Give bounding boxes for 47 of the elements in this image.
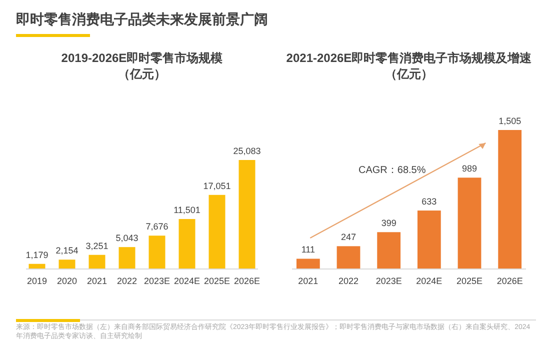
chart-title: 2021-2026E即时零售消费电子市场规模及增速 (286, 51, 533, 65)
chart-title: 2019-2026E即时零售市场规模 (61, 51, 223, 65)
data-label: 11,501 (174, 205, 200, 216)
bar (458, 178, 482, 269)
chart-subtitle: （亿元） (385, 67, 433, 81)
x-tick-label: 2025E (204, 276, 230, 286)
x-tick-label: 2024E (416, 276, 442, 286)
x-tick-label: 2019 (26, 276, 48, 286)
bar (377, 232, 401, 269)
bar (296, 258, 320, 269)
x-tick-label: 2021 (298, 276, 318, 286)
data-label: 399 (381, 218, 396, 228)
bar (88, 254, 106, 269)
data-label: 17,051 (203, 180, 231, 191)
data-label: 1,505 (498, 116, 522, 126)
data-label: 5,043 (116, 233, 138, 244)
data-label: 2,154 (56, 246, 78, 256)
bar (498, 130, 522, 269)
data-label: 7,676 (146, 222, 168, 232)
bar (148, 236, 166, 269)
text: 即时零售消费电子品类未来发展前景广阔 (16, 11, 268, 27)
x-tick-label: 2021 (86, 276, 108, 286)
x-tick-label: 2026E (234, 276, 260, 286)
data-label: 633 (422, 196, 437, 207)
data-label: 3,251 (86, 240, 108, 251)
data-label: 111 (301, 244, 316, 255)
bar (336, 246, 360, 269)
annotation: CAGR：68.5% (358, 165, 426, 176)
data-label: 247 (340, 232, 356, 242)
bar (178, 219, 196, 269)
x-tick-label: 2023E (376, 276, 402, 286)
data-label: 989 (462, 164, 478, 174)
x-tick-label: 2026E (496, 276, 523, 286)
bar (58, 260, 76, 269)
bar (417, 210, 441, 269)
bar (208, 194, 226, 269)
x-tick-label: 2022 (338, 276, 359, 286)
data-label: 25,083 (233, 146, 261, 156)
x-tick-label: 2024E (174, 276, 200, 286)
x-tick-label: 2025E (456, 276, 483, 286)
x-tick-label: 2023E (144, 276, 170, 286)
data-label: 1,179 (26, 250, 48, 260)
x-tick-label: 2022 (116, 276, 138, 286)
bar (118, 247, 136, 269)
bar (238, 160, 256, 269)
x-tick-label: 2020 (56, 276, 78, 286)
chart-subtitle: （亿元） (118, 67, 166, 81)
